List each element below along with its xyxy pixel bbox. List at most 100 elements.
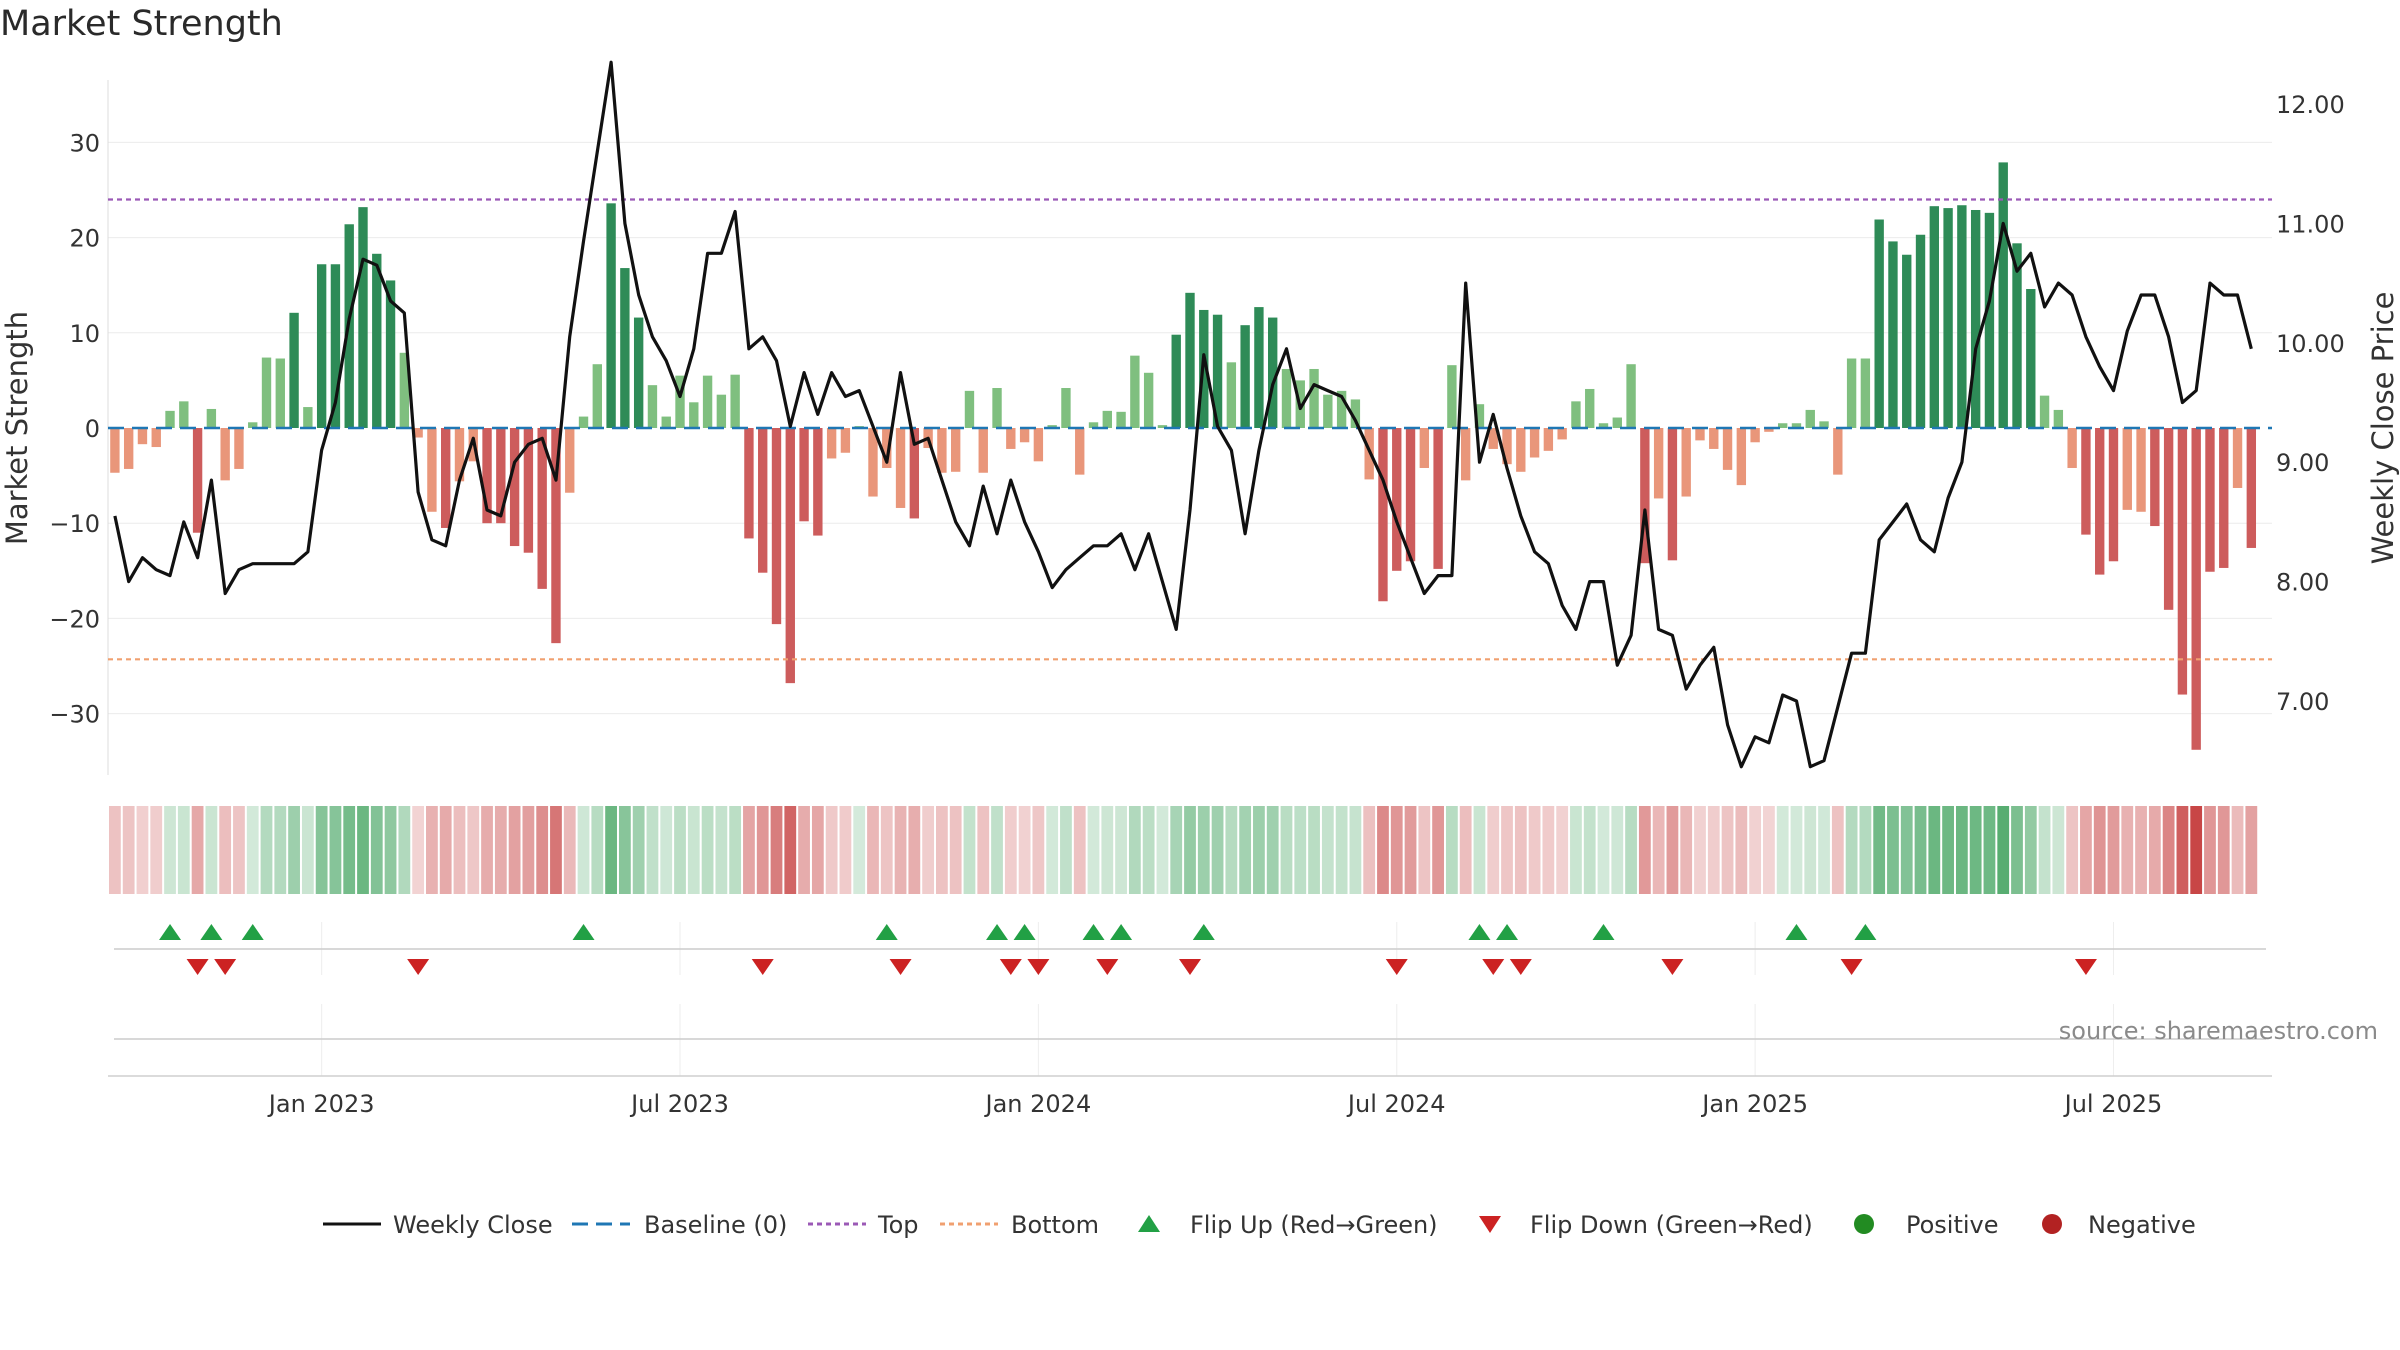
heat-strip-cell bbox=[109, 806, 121, 894]
heat-strip-cell bbox=[177, 806, 190, 894]
strength-bar bbox=[992, 388, 1002, 428]
flip-up-marker bbox=[241, 924, 264, 940]
heat-strip-cell bbox=[1735, 806, 1748, 894]
heat-strip-cell bbox=[233, 806, 245, 894]
heat-strip-cell bbox=[1790, 806, 1803, 894]
flip-up-marker bbox=[1854, 924, 1877, 940]
y-left-tick-label: −10 bbox=[49, 510, 100, 538]
legend-flip-down-swatch bbox=[1479, 1216, 1501, 1233]
heat-strip-cell bbox=[1032, 806, 1045, 894]
x-tick-label: Jan 2024 bbox=[984, 1090, 1092, 1118]
strength-bar bbox=[813, 428, 823, 536]
heat-strip-cell bbox=[1680, 806, 1693, 894]
heat-strip-cell bbox=[1156, 806, 1169, 894]
strength-bar bbox=[2136, 428, 2146, 512]
heat-strip-cell bbox=[1556, 806, 1569, 894]
heat-strip-cell bbox=[1528, 806, 1541, 894]
heat-strip-cell bbox=[1955, 806, 1968, 894]
heat-strip-cell bbox=[2121, 806, 2134, 894]
strength-bar bbox=[137, 428, 148, 445]
heat-strip-cell bbox=[1377, 806, 1389, 894]
heat-strip-cell bbox=[1969, 806, 1982, 894]
strength-bar bbox=[1805, 409, 1815, 428]
strength-bar bbox=[165, 410, 175, 428]
weekly-close-line bbox=[113, 60, 2253, 769]
heat-strip-cell bbox=[2038, 806, 2051, 894]
strength-bar bbox=[551, 428, 561, 644]
strength-bar bbox=[1336, 390, 1347, 428]
heat-strip-cell bbox=[1625, 806, 1637, 894]
strength-bar bbox=[2122, 428, 2132, 510]
heat-strip-cell bbox=[1459, 806, 1472, 894]
strength-bar bbox=[592, 364, 602, 428]
strength-bar bbox=[330, 264, 341, 428]
strength-bar bbox=[1722, 428, 1733, 470]
heat-strip-cell bbox=[2190, 806, 2203, 894]
heat-strip-cell bbox=[1445, 806, 1458, 894]
strength-bar bbox=[1529, 428, 1540, 458]
heat-strip-cell bbox=[481, 806, 493, 894]
x-tick-label: Jul 2025 bbox=[2063, 1090, 2163, 1118]
strength-bar bbox=[1157, 425, 1168, 428]
heat-strip-cell bbox=[1087, 806, 1100, 894]
strength-bar bbox=[661, 416, 671, 428]
heat-strip-cell bbox=[2107, 806, 2120, 894]
flip-down-marker bbox=[1509, 959, 1532, 975]
heat-strip-cell bbox=[784, 806, 797, 894]
strength-bar bbox=[1516, 428, 1526, 472]
heat-strip-cell bbox=[646, 806, 659, 894]
legend-label: Positive bbox=[1906, 1211, 1999, 1239]
heat-strip-cell bbox=[867, 806, 879, 894]
flip-down-marker bbox=[1840, 959, 1863, 975]
strength-bar bbox=[220, 428, 230, 481]
strength-bar bbox=[1212, 314, 1223, 428]
strength-bar bbox=[937, 428, 947, 473]
strength-bar bbox=[675, 375, 685, 428]
flip-down-marker bbox=[751, 959, 774, 975]
heat-strip-cell bbox=[150, 806, 163, 894]
heat-strip-cell bbox=[1115, 806, 1127, 894]
strength-bar bbox=[716, 394, 727, 428]
heat-strip-cell bbox=[2176, 806, 2189, 894]
strength-bar bbox=[882, 428, 892, 468]
heat-strip-cell bbox=[494, 806, 507, 894]
strength-bar bbox=[523, 428, 534, 553]
heat-strip-cell bbox=[674, 806, 686, 894]
strength-bar bbox=[289, 312, 299, 428]
heat-strip-cell bbox=[922, 806, 935, 894]
strength-bar bbox=[1419, 428, 1430, 468]
heat-strip-cell bbox=[605, 806, 617, 894]
flip-down-marker bbox=[1385, 959, 1408, 975]
strength-bar bbox=[1254, 307, 1264, 428]
strength-bar bbox=[1033, 428, 1044, 462]
strength-bar bbox=[1047, 425, 1057, 428]
heat-strip-cell bbox=[1349, 806, 1362, 894]
y-right-tick-label: 7.00 bbox=[2276, 688, 2329, 716]
heat-strip-cell bbox=[467, 806, 480, 894]
heat-strip-cell bbox=[343, 806, 356, 894]
heat-strip-cell bbox=[2231, 806, 2244, 894]
heat-strip-cell bbox=[439, 806, 452, 894]
strength-bar bbox=[1667, 428, 1678, 561]
heat-strip-cell bbox=[1018, 806, 1031, 894]
heat-strip-cell bbox=[977, 806, 990, 894]
heat-strip-cell bbox=[743, 806, 755, 894]
heat-strip-cell bbox=[1142, 806, 1155, 894]
strength-bar bbox=[2177, 428, 2188, 695]
heat-strip-cell bbox=[357, 806, 369, 894]
strength-bar bbox=[1874, 219, 1884, 428]
strength-bar bbox=[689, 402, 699, 428]
strength-bar bbox=[1902, 254, 1912, 428]
strength-bar bbox=[909, 428, 920, 519]
heat-strip-cell bbox=[1804, 806, 1817, 894]
heat-strip-cell bbox=[1404, 806, 1417, 894]
legend-label: Weekly Close bbox=[393, 1211, 553, 1239]
strength-bar bbox=[1350, 399, 1361, 428]
strength-bar bbox=[1102, 410, 1112, 428]
heat-strip-cell bbox=[136, 806, 149, 894]
x-tick-label: Jan 2025 bbox=[1700, 1090, 1808, 1118]
strength-bar bbox=[1240, 325, 1250, 428]
strength-bar bbox=[2191, 428, 2201, 750]
strength-bar bbox=[1764, 428, 1774, 432]
flip-up-marker bbox=[1013, 924, 1036, 940]
